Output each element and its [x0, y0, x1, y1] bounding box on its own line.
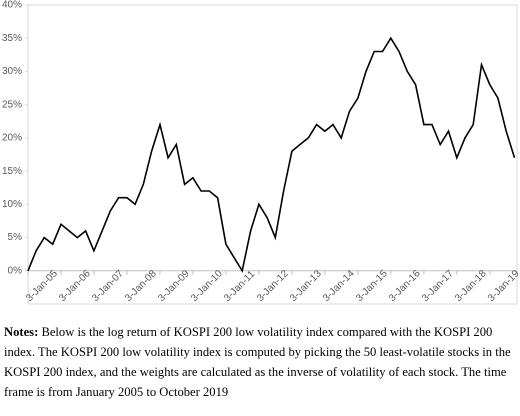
y-tick-label: 35%: [2, 33, 22, 44]
notes-label: Notes:: [4, 325, 39, 339]
y-tick-label: 15%: [2, 166, 22, 177]
x-tick-label: 3-Jan-10: [189, 268, 225, 304]
x-tick-label: 3-Jan-15: [354, 268, 390, 304]
y-tick-label: 30%: [2, 66, 22, 77]
x-tick-label: 3-Jan-13: [288, 268, 324, 304]
x-tick-label: 3-Jan-07: [90, 268, 126, 304]
y-tick-label: 5%: [8, 232, 23, 243]
x-tick-label: 3-Jan-16: [387, 268, 423, 304]
x-tick-label: 3-Jan-19: [486, 268, 520, 304]
series-line: [27, 36, 516, 273]
chart: 0%5%10%15%20%25%30%35%40%3-Jan-053-Jan-0…: [2, 0, 520, 305]
y-tick-label: 25%: [2, 99, 22, 110]
plot-frame: [27, 4, 518, 305]
y-tick-label: 20%: [2, 133, 22, 144]
y-tick-label: 0%: [8, 265, 23, 276]
y-tick-label: 10%: [2, 199, 22, 210]
x-tick-label: 3-Jan-14: [321, 268, 357, 304]
x-tick-label: 3-Jan-09: [156, 268, 192, 304]
x-tick-label: 3-Jan-12: [255, 268, 291, 304]
x-tick-label: 3-Jan-06: [57, 268, 93, 304]
x-tick-label: 3-Jan-17: [420, 268, 456, 304]
x-tick-label: 3-Jan-08: [123, 268, 159, 304]
x-tick-label: 3-Jan-05: [24, 268, 60, 304]
notes: Notes: Below is the log return of KOSPI …: [4, 322, 516, 402]
y-tick-label: 40%: [2, 0, 22, 11]
notes-text: Below is the log return of KOSPI 200 low…: [4, 325, 511, 399]
x-tick-label: 3-Jan-11: [222, 269, 257, 304]
x-tick-label: 3-Jan-18: [453, 268, 489, 304]
